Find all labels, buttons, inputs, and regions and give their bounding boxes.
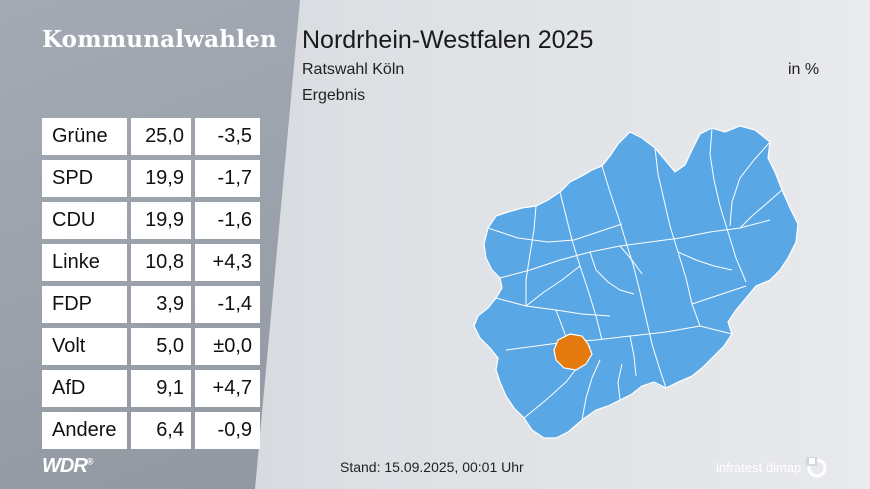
- party-name: Volt: [42, 328, 127, 365]
- result-row: FDP 3,9 -1,4: [42, 286, 264, 323]
- party-name: SPD: [42, 160, 127, 197]
- party-value: 25,0: [131, 118, 191, 155]
- page-title: Nordrhein-Westfalen 2025: [302, 26, 594, 54]
- party-value: 9,1: [131, 370, 191, 407]
- brand-title: Kommunalwahlen: [42, 26, 277, 53]
- party-name: Linke: [42, 244, 127, 281]
- result-row: Volt 5,0 ±0,0: [42, 328, 264, 365]
- party-name: Grüne: [42, 118, 127, 155]
- results-table: Grüne 25,0 -3,5 SPD 19,9 -1,7 CDU 19,9 -…: [42, 118, 264, 454]
- result-row: Grüne 25,0 -3,5: [42, 118, 264, 155]
- party-value: 6,4: [131, 412, 191, 449]
- party-value: 19,9: [131, 160, 191, 197]
- result-row: Linke 10,8 +4,3: [42, 244, 264, 281]
- party-diff: -1,7: [195, 160, 260, 197]
- result-row: AfD 9,1 +4,7: [42, 370, 264, 407]
- nrw-map: [473, 125, 799, 439]
- party-diff: -3,5: [195, 118, 260, 155]
- subtitle-result: Ergebnis: [302, 87, 366, 104]
- result-row: CDU 19,9 -1,6: [42, 202, 264, 239]
- pollster-label: infratest dimap: [716, 460, 802, 475]
- party-diff: ±0,0: [195, 328, 260, 365]
- party-diff: -1,4: [195, 286, 260, 323]
- party-diff: +4,7: [195, 370, 260, 407]
- party-value: 19,9: [131, 202, 191, 239]
- party-value: 3,9: [131, 286, 191, 323]
- party-name: FDP: [42, 286, 127, 323]
- nrw-state-shape: [473, 125, 799, 439]
- wdr-logo: WDR®: [42, 455, 93, 477]
- party-name: AfD: [42, 370, 127, 407]
- unit-label: in %: [788, 61, 820, 78]
- party-name: CDU: [42, 202, 127, 239]
- party-diff: -0,9: [195, 412, 260, 449]
- subtitle: Ratswahl Köln: [302, 61, 405, 78]
- timestamp: Stand: 15.09.2025, 00:01 Uhr: [340, 459, 524, 475]
- district-borders: [487, 127, 783, 421]
- party-value: 5,0: [131, 328, 191, 365]
- party-diff: -1,6: [195, 202, 260, 239]
- party-name: Andere: [42, 412, 127, 449]
- koeln-highlight: [553, 333, 593, 371]
- party-diff: +4,3: [195, 244, 260, 281]
- result-row: SPD 19,9 -1,7: [42, 160, 264, 197]
- result-row: Andere 6,4 -0,9: [42, 412, 264, 449]
- infratest-logo-icon: [806, 457, 827, 478]
- party-value: 10,8: [131, 244, 191, 281]
